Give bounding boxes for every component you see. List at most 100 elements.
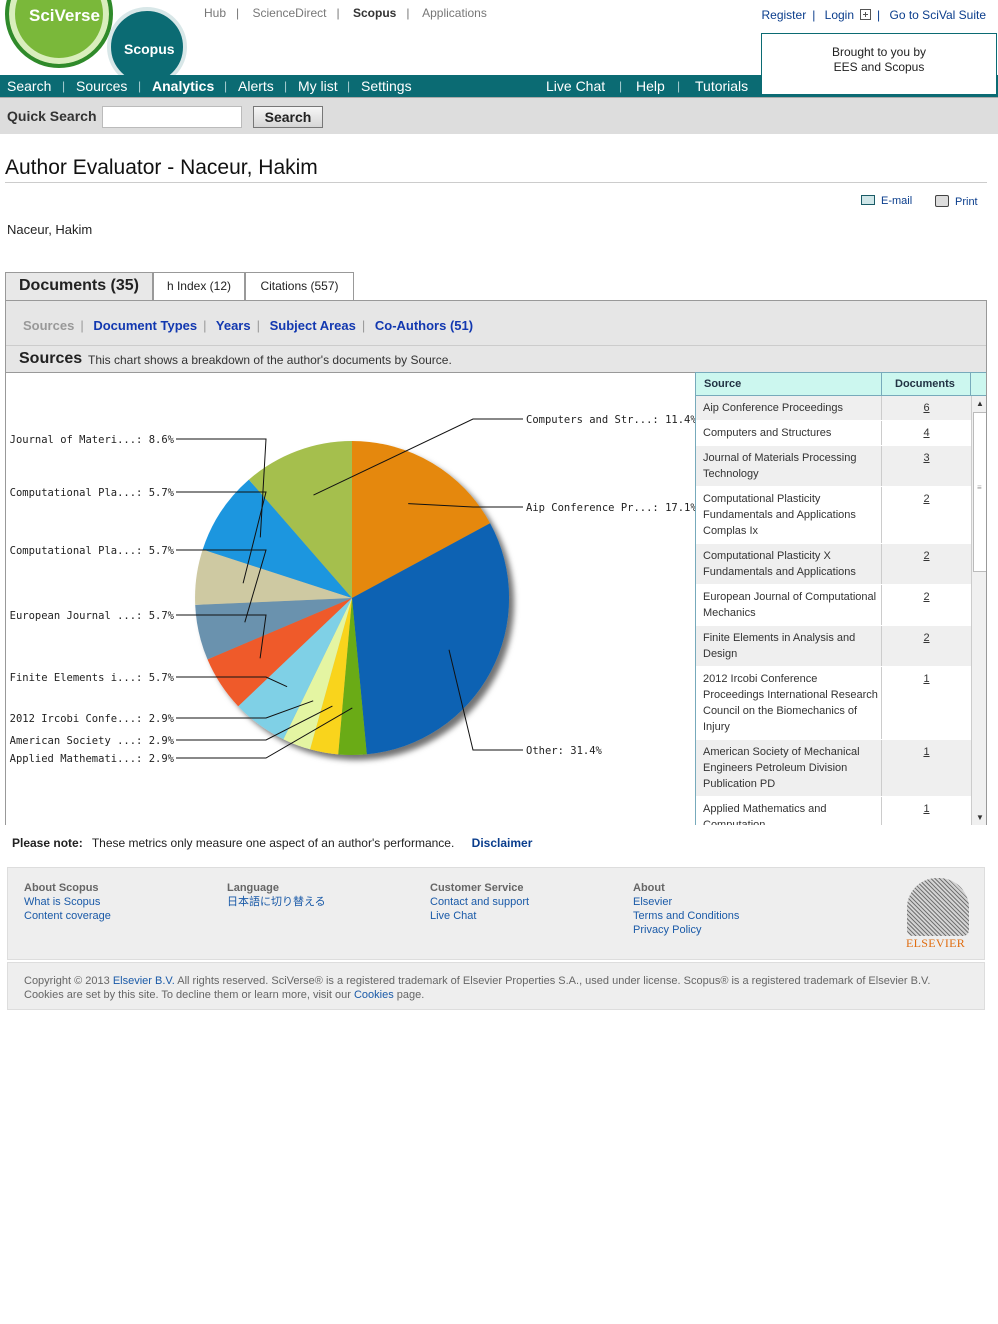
scival-link[interactable]: Go to SciVal Suite <box>889 8 987 22</box>
document-count-link[interactable]: 2 <box>923 591 930 603</box>
document-count-link[interactable]: 3 <box>923 452 930 464</box>
footer-customer-service: Customer Service Contact and support Liv… <box>430 881 529 923</box>
brought-to-you-box: Brought to you by EES and Scopus <box>761 33 997 95</box>
email-link[interactable]: E-mail <box>861 195 912 207</box>
nav-sources[interactable]: Sources <box>76 78 128 94</box>
scopus-logo[interactable]: Scopus <box>107 7 187 87</box>
pie-slice[interactable] <box>310 598 352 755</box>
pie-slice-label: Journal of Materi...: 8.6% <box>10 434 175 446</box>
document-count-link[interactable]: 1 <box>923 803 930 815</box>
pie-slice[interactable] <box>283 598 352 750</box>
document-count-link[interactable]: 1 <box>923 673 930 685</box>
pie-slice[interactable] <box>248 441 352 598</box>
disclaimer-link[interactable]: Disclaimer <box>471 836 533 850</box>
login-link[interactable]: Login <box>824 8 855 22</box>
quick-search-button[interactable]: Search <box>253 106 323 128</box>
subnav-co-authors[interactable]: Co-Authors (51) <box>374 318 474 333</box>
pie-slice[interactable] <box>195 549 352 605</box>
table-row: European Journal of Computational Mechan… <box>696 585 971 626</box>
pie-slice-label: Finite Elements i...: 5.7% <box>10 672 175 684</box>
pie-slice-label: 2012 Ircobi Confe...: 2.9% <box>10 713 175 725</box>
pie-leader-line <box>408 503 523 508</box>
scroll-thumb[interactable]: ≡ <box>973 412 986 572</box>
page-title: Author Evaluator - Naceur, Hakim <box>5 156 318 179</box>
elsevier-logo[interactable]: ELSEVIER <box>905 878 973 952</box>
footer-privacy[interactable]: Privacy Policy <box>633 924 702 936</box>
scroll-up-icon[interactable]: ▲ <box>976 399 984 408</box>
scroll-down-icon[interactable]: ▼ <box>976 813 984 822</box>
document-count-link[interactable]: 2 <box>923 493 930 505</box>
nav-help[interactable]: Help <box>636 78 665 94</box>
subnav-document-types[interactable]: Document Types <box>93 318 198 333</box>
source-name: Journal of Materials Processing Technolo… <box>696 446 882 486</box>
pie-slice-label: Computational Pla...: 5.7% <box>10 545 175 557</box>
copyright-elsevier-link[interactable]: Elsevier B.V. <box>112 975 175 987</box>
nav-tutorials[interactable]: Tutorials <box>695 78 749 94</box>
table-row: 2012 Ircobi Conference Proceedings Inter… <box>696 667 971 740</box>
nav-search[interactable]: Search <box>7 78 52 94</box>
col-source[interactable]: Source <box>704 378 742 390</box>
nav-my-list[interactable]: My list <box>298 78 338 94</box>
subnav-years[interactable]: Years <box>215 318 251 333</box>
expand-plus-icon[interactable] <box>860 9 872 20</box>
document-count-link[interactable]: 6 <box>923 402 930 414</box>
footer-live-chat[interactable]: Live Chat <box>430 910 477 922</box>
footer-heading: Language <box>227 882 279 894</box>
email-label: E-mail <box>881 195 913 207</box>
pie-slice[interactable] <box>202 479 352 598</box>
print-link[interactable]: Print <box>935 195 978 208</box>
footer-about: About Elsevier Terms and Conditions Priv… <box>633 881 739 937</box>
footer-heading: About Scopus <box>24 882 99 894</box>
table-row: Computers and Structures 4 <box>696 421 971 446</box>
nav-analytics[interactable]: Analytics <box>152 78 215 94</box>
printer-icon <box>935 195 949 207</box>
pie-slice-label: Computational Pla...: 5.7% <box>10 487 175 499</box>
documents-panel: Sources | Document Types | Years | Subject … <box>5 300 987 825</box>
section-header: Sources This chart shows a breakdown of … <box>6 345 986 373</box>
top-link-sciencedirect[interactable]: ScienceDirect <box>252 6 327 20</box>
subnav-subject-areas[interactable]: Subject Areas <box>269 318 356 333</box>
table-scrollbar[interactable]: ▲ ≡ ▼ <box>971 396 986 825</box>
pie-slice[interactable] <box>238 598 352 740</box>
pie-slice[interactable] <box>195 598 352 660</box>
nav-live-chat[interactable]: Live Chat <box>546 78 606 94</box>
document-count-link[interactable]: 2 <box>923 632 930 644</box>
tab-citations[interactable]: Citations (557) <box>245 272 354 300</box>
pie-slice[interactable] <box>352 523 510 755</box>
register-link[interactable]: Register <box>761 8 807 22</box>
footer-content-coverage[interactable]: Content coverage <box>24 910 111 922</box>
pie-slice-label: American Society ...: 2.9% <box>10 735 175 747</box>
top-link-hub[interactable]: Hub <box>204 6 227 20</box>
pie-leader-line <box>176 705 333 741</box>
nav-alerts[interactable]: Alerts <box>238 78 274 94</box>
tab-h-index[interactable]: h Index (12) <box>153 272 245 300</box>
col-documents[interactable]: Documents <box>895 378 955 390</box>
tab-documents[interactable]: Documents (35) <box>5 272 153 301</box>
sciverse-logo[interactable]: SciVerse <box>5 0 113 68</box>
pie-slice[interactable] <box>207 598 353 707</box>
document-count-link[interactable]: 2 <box>923 550 930 562</box>
top-link-scopus[interactable]: Scopus <box>352 6 397 20</box>
footer-elsevier[interactable]: Elsevier <box>633 896 673 908</box>
top-link-applications[interactable]: Applications <box>422 6 487 20</box>
source-name: American Society of Mechanical Engineers… <box>696 740 882 796</box>
source-name: Finite Elements in Analysis and Design <box>696 626 882 666</box>
footer-language: Language 日本語に切り替える <box>227 881 326 909</box>
copyright-post: All rights reserved. SciVerse® is a regi… <box>177 975 931 987</box>
footer-what-is-scopus[interactable]: What is Scopus <box>24 896 101 908</box>
footer-japanese-link[interactable]: 日本語に切り替える <box>227 896 326 908</box>
footer-contact-support[interactable]: Contact and support <box>430 896 530 908</box>
document-count-link[interactable]: 4 <box>923 427 930 439</box>
pie-slice-label: European Journal ...: 5.7% <box>10 610 175 622</box>
source-name: Aip Conference Proceedings <box>696 396 882 420</box>
pie-leader-line <box>176 549 267 623</box>
table-rows: Aip Conference Proceedings 6 Computers and… <box>696 396 971 825</box>
nav-settings[interactable]: Settings <box>361 78 412 94</box>
footer-terms[interactable]: Terms and Conditions <box>633 910 740 922</box>
pie-slice[interactable] <box>352 441 491 598</box>
cookies-link[interactable]: Cookies <box>353 989 394 1001</box>
copyright: Copyright © 2013 Elsevier B.V. All right… <box>7 962 985 1010</box>
document-count-link[interactable]: 1 <box>923 746 930 758</box>
quick-search-input[interactable] <box>102 106 242 128</box>
pie-slice[interactable] <box>338 598 367 756</box>
